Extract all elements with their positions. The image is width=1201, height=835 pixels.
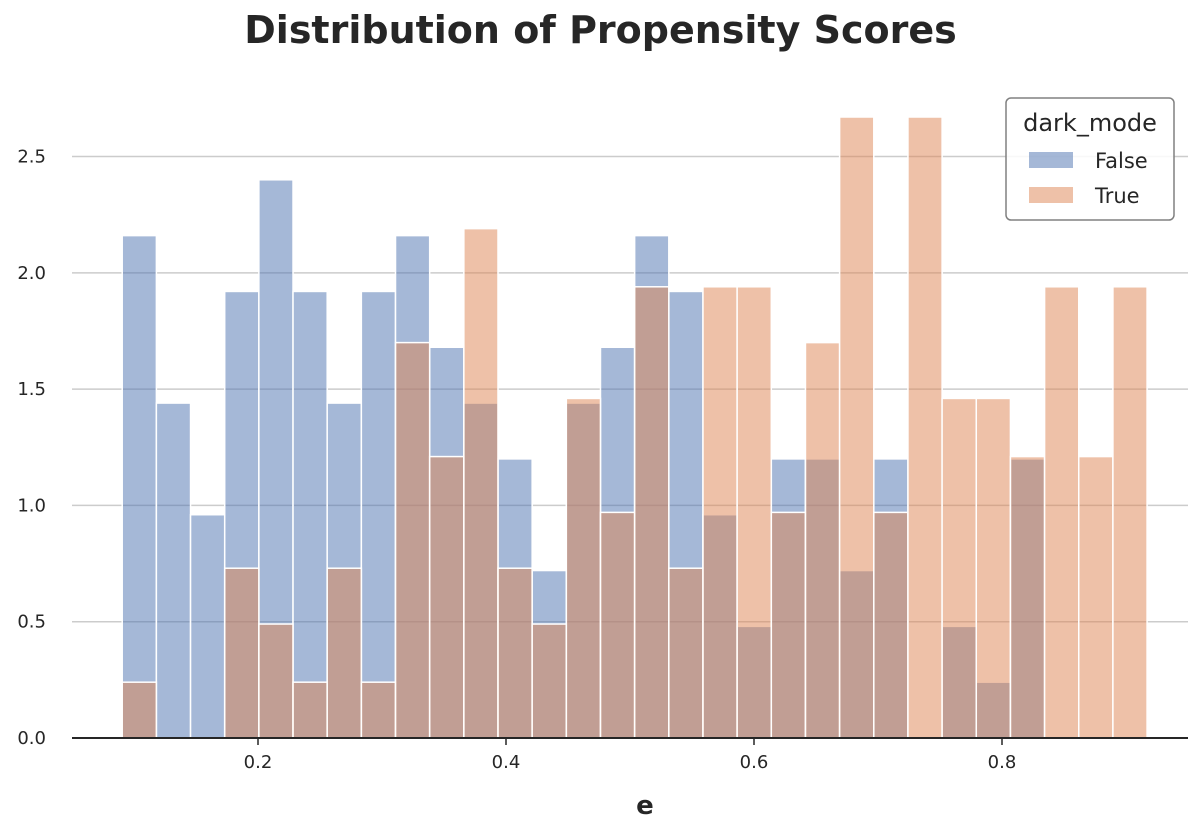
y-tick-label: 1.0 bbox=[17, 495, 46, 516]
bar-true bbox=[1112, 286, 1148, 739]
bars bbox=[121, 116, 1148, 739]
bar-true bbox=[838, 116, 875, 739]
bar-false bbox=[292, 290, 328, 739]
bar-true bbox=[599, 511, 636, 739]
x-tick-label: 0.6 bbox=[740, 752, 769, 773]
legend-title: dark_mode bbox=[1023, 109, 1157, 137]
x-tick-label: 0.4 bbox=[492, 752, 521, 773]
bar-true bbox=[941, 397, 978, 739]
bar-true bbox=[702, 286, 738, 739]
legend-label-true: True bbox=[1094, 184, 1140, 208]
y-tick-label: 0.5 bbox=[17, 612, 46, 633]
legend: dark_mode False True bbox=[1005, 97, 1175, 221]
y-tick-label: 2.5 bbox=[17, 147, 46, 168]
bar-true bbox=[428, 455, 465, 739]
bar-true bbox=[258, 623, 294, 739]
bar-true bbox=[360, 681, 397, 739]
bar-false bbox=[360, 290, 397, 739]
legend-label-false: False bbox=[1095, 149, 1148, 173]
bar-true bbox=[463, 227, 499, 739]
legend-swatch-false bbox=[1029, 152, 1073, 168]
bar-false bbox=[155, 402, 192, 739]
bar-true bbox=[668, 567, 704, 739]
bar-true bbox=[326, 567, 363, 739]
bar-true bbox=[975, 397, 1012, 739]
bar-false bbox=[121, 234, 158, 739]
y-tick-label: 0.0 bbox=[17, 728, 46, 749]
bar-true bbox=[565, 397, 602, 739]
bar-true bbox=[223, 567, 260, 739]
bar-true bbox=[497, 567, 533, 739]
bar-true bbox=[804, 341, 841, 739]
x-axis-label: e bbox=[636, 791, 654, 821]
bar-false bbox=[189, 513, 226, 739]
bar-true bbox=[907, 116, 943, 739]
bar-true bbox=[770, 511, 807, 739]
y-tick-label: 2.0 bbox=[17, 263, 46, 284]
bar-true bbox=[1043, 286, 1080, 739]
axes: 0.0 0.5 1.0 1.5 2.0 2.5 0.2 0.4 0.6 0.8 e bbox=[17, 147, 1188, 821]
x-tick-label: 0.2 bbox=[244, 752, 273, 773]
bar-true bbox=[1078, 455, 1114, 739]
y-tick-label: 1.5 bbox=[17, 379, 46, 400]
bar-true bbox=[292, 681, 328, 739]
chart-title: Distribution of Propensity Scores bbox=[244, 8, 957, 52]
bar-true bbox=[394, 341, 431, 739]
bar-true bbox=[121, 681, 158, 739]
bar-true bbox=[531, 623, 568, 739]
bar-true bbox=[736, 286, 773, 739]
bar-true bbox=[873, 511, 909, 739]
x-tick-label: 0.8 bbox=[988, 752, 1017, 773]
bar-true bbox=[633, 286, 670, 739]
legend-swatch-true bbox=[1029, 187, 1073, 203]
bar-true bbox=[1009, 455, 1046, 739]
